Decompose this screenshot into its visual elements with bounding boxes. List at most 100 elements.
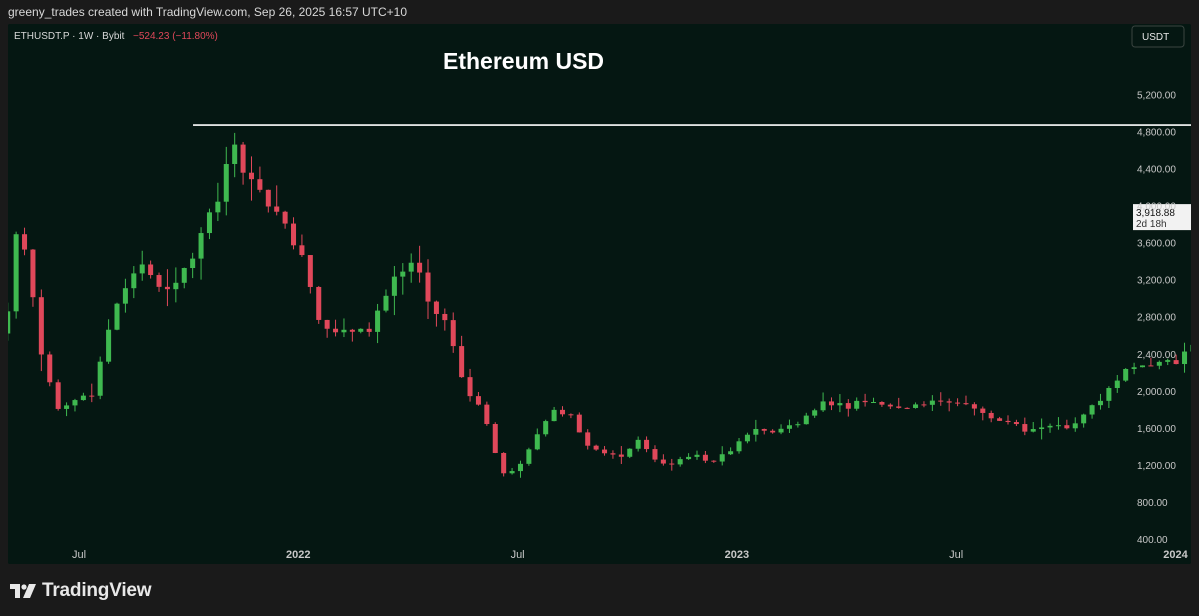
candle-body[interactable] [240,144,246,173]
candle-body[interactable] [333,328,339,333]
candle-body[interactable] [576,414,582,433]
candle-body[interactable] [22,234,28,250]
candle-body[interactable] [307,255,313,287]
candle-body[interactable] [1030,429,1036,432]
candle-body[interactable] [274,206,280,212]
candle-body[interactable] [391,276,397,296]
candle-body[interactable] [475,396,481,405]
candle-body[interactable] [1114,380,1120,388]
candle-body[interactable] [206,212,212,234]
candle-body[interactable] [1097,400,1103,406]
candle-body[interactable] [1064,425,1070,429]
candle-body[interactable] [501,452,507,474]
candle-body[interactable] [223,164,229,202]
candle-body[interactable] [198,233,204,259]
candle-body[interactable] [1047,425,1053,428]
candle-body[interactable] [400,271,406,277]
candle-body[interactable] [1131,367,1137,369]
candle-body[interactable] [72,400,78,406]
candle-body[interactable] [358,328,364,332]
tradingview-logo[interactable]: TradingView [10,580,152,602]
candle-body[interactable] [1165,360,1171,362]
candle-body[interactable] [610,453,616,455]
candle-body[interactable] [64,405,70,409]
candle-body[interactable] [719,454,725,462]
candle-body[interactable] [669,463,675,465]
candle-body[interactable] [593,445,599,450]
candle-body[interactable] [786,425,792,429]
candle-body[interactable] [837,403,843,406]
candle-body[interactable] [938,400,944,402]
candle-body[interactable] [559,409,566,415]
candle-body[interactable] [164,286,170,290]
candle-body[interactable] [156,275,162,287]
candle-body[interactable] [1148,365,1154,367]
candle-body[interactable] [1013,422,1019,425]
candle-body[interactable] [13,234,19,312]
candle-body[interactable] [761,428,767,431]
currency-button[interactable]: USDT [1131,25,1185,48]
candle-body[interactable] [1089,405,1095,415]
candle-body[interactable] [1039,427,1045,430]
candle-body[interactable] [534,434,540,450]
candle-body[interactable] [148,264,154,276]
candle-body[interactable] [282,211,288,224]
candle-body[interactable] [509,471,515,474]
candle-body[interactable] [181,268,187,283]
candle-body[interactable] [879,401,885,405]
candle-body[interactable] [1081,414,1087,424]
candle-body[interactable] [299,245,305,256]
candle-body[interactable] [366,328,372,332]
candle-body[interactable] [30,249,36,298]
candle-body[interactable] [845,403,851,409]
candle-body[interactable] [1055,425,1061,427]
candle-body[interactable] [1156,361,1162,366]
candle-body[interactable] [492,424,498,453]
candle-body[interactable] [484,404,490,425]
candle-body[interactable] [190,258,196,269]
candle-body[interactable] [467,377,473,397]
candle-body[interactable] [383,295,389,311]
candle-body[interactable] [114,303,120,330]
candle-body[interactable] [47,354,53,383]
candle-body[interactable] [627,448,633,457]
candle-body[interactable] [946,401,952,403]
candle-body[interactable] [602,449,608,454]
candle-body[interactable] [686,456,692,460]
candle-body[interactable] [904,407,910,409]
candle-body[interactable] [753,428,759,435]
candle-body[interactable] [635,439,641,449]
candle-body[interactable] [122,288,128,304]
candle-body[interactable] [106,329,112,362]
candle-body[interactable] [1022,424,1028,432]
candle-body[interactable] [450,320,456,347]
candle-body[interactable] [652,449,658,460]
candle-body[interactable] [316,286,322,320]
candle-body[interactable] [702,454,708,461]
candle-body[interactable] [139,264,145,274]
candle-body[interactable] [736,441,742,452]
candle-body[interactable] [80,395,86,401]
candle-body[interactable] [677,459,683,465]
candle-body[interactable] [955,402,961,404]
candle-body[interactable] [854,400,860,409]
candle-body[interactable] [744,434,750,442]
candle-body[interactable] [694,454,700,457]
candle-body[interactable] [971,404,977,409]
candle-body[interactable] [1106,387,1112,401]
candle-body[interactable] [988,412,994,419]
candle-body[interactable] [585,432,591,446]
candle-body[interactable] [728,451,734,455]
candle-body[interactable] [38,297,44,355]
candle-body[interactable] [417,262,423,273]
candle-body[interactable] [265,189,271,207]
candle-body[interactable] [618,454,624,457]
candle-body[interactable] [871,401,877,403]
candle-body[interactable] [375,310,381,332]
candle-body[interactable] [1005,420,1011,423]
candle-body[interactable] [442,313,448,321]
candle-body[interactable] [795,424,801,426]
candle-body[interactable] [997,418,1003,421]
